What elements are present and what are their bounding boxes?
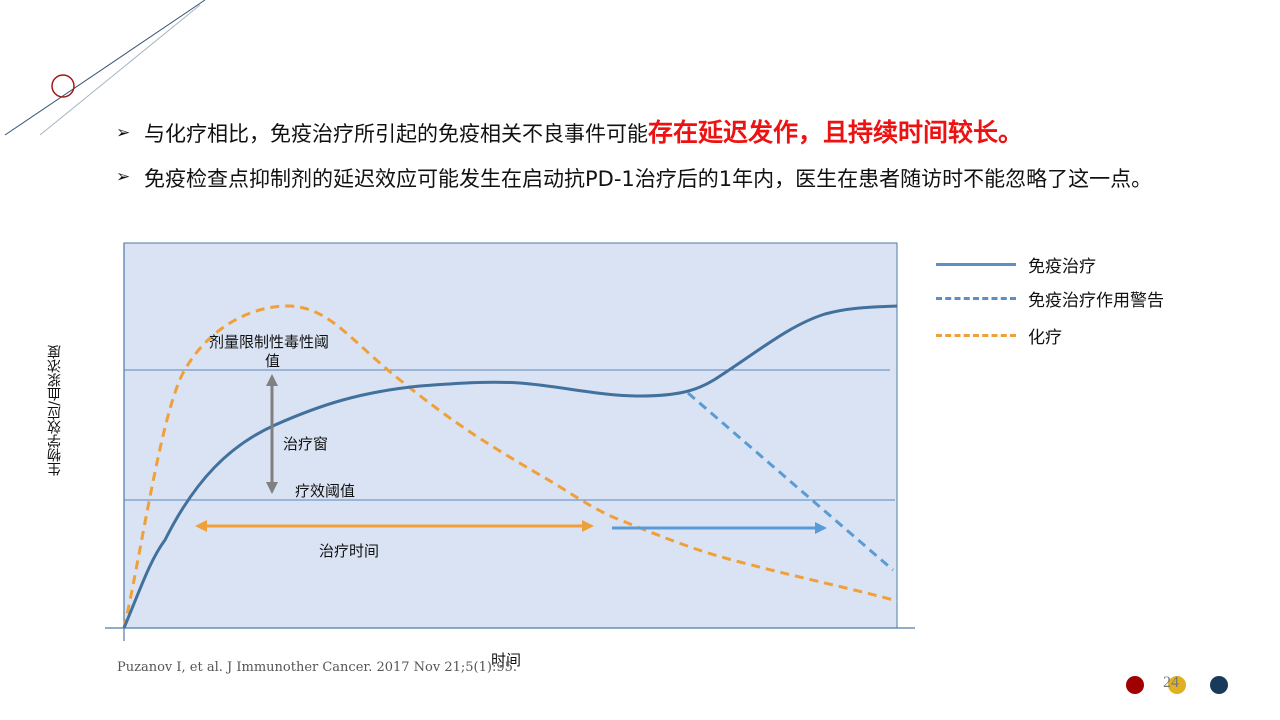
y-axis-label: 生物学效应/血浆浓度 (47, 345, 63, 476)
legend-item-chemotherapy: 化疗 (936, 323, 1062, 348)
citation: Puzanov I, et al. J Immunother Cancer. 2… (117, 660, 518, 675)
legend-item-immunotherapy-warning: 免疫治疗作用警告 (936, 286, 1164, 311)
legend-label: 免疫治疗作用警告 (1028, 290, 1164, 311)
bullet-text: 免疫检查点抑制剂的延迟效应可能发生在启动抗PD-1治疗后的1年内，医生在患者随访… (144, 167, 1153, 191)
page-number: 24 (1163, 674, 1179, 691)
legend-dashed-line-icon (936, 333, 1016, 337)
bullet-text: 与化疗相比，免疫治疗所引起的免疫相关不良事件可能存在延迟发作，且持续时间较长。 (144, 118, 1023, 149)
legend-dashed-line-icon (936, 296, 1016, 300)
bullet-point-1: ➢ 与化疗相比，免疫治疗所引起的免疫相关不良事件可能存在延迟发作，且持续时间较长… (116, 118, 1023, 149)
footer-dot-red-icon (1126, 676, 1144, 694)
legend-item-immunotherapy: 免疫治疗 (936, 252, 1096, 277)
footer-dot-gold-icon (1168, 676, 1186, 694)
footer-dot-navy-icon (1210, 676, 1228, 694)
bullet-text-plain: 与化疗相比，免疫治疗所引起的免疫相关不良事件可能 (144, 122, 648, 146)
bullet-highlight: 存在延迟发作，且持续时间较长。 (648, 118, 1024, 147)
plot-area (123, 242, 898, 629)
corner-decoration (4, 0, 206, 136)
efficacy-threshold-label: 疗效阈值 (295, 482, 356, 500)
bullet-arrow-icon: ➢ (116, 123, 131, 143)
immunotherapy-curve (122, 304, 898, 629)
decor-circle-icon (51, 74, 75, 98)
bullet-arrow-icon: ➢ (116, 167, 131, 187)
toxicity-threshold-label-cont: 值 (265, 352, 281, 370)
legend-label: 免疫治疗 (1028, 256, 1096, 277)
legend-solid-line-icon (936, 262, 1016, 266)
decor-line (39, 4, 201, 136)
legend-label: 化疗 (1028, 327, 1062, 348)
therapeutic-window-label: 治疗窗 (283, 435, 329, 453)
decor-line (4, 0, 206, 136)
treatment-time-label: 治疗时间 (319, 542, 380, 560)
chemo-curve (122, 304, 898, 629)
toxicity-threshold-label: 剂量限制性毒性阈 (209, 333, 330, 351)
immunotherapy-warning-curve (687, 391, 894, 572)
bullet-point-2: ➢ 免疫检查点抑制剂的延迟效应可能发生在启动抗PD-1治疗后的1年内，医生在患者… (116, 162, 1204, 196)
x-axis-label: 时间 (491, 651, 522, 669)
